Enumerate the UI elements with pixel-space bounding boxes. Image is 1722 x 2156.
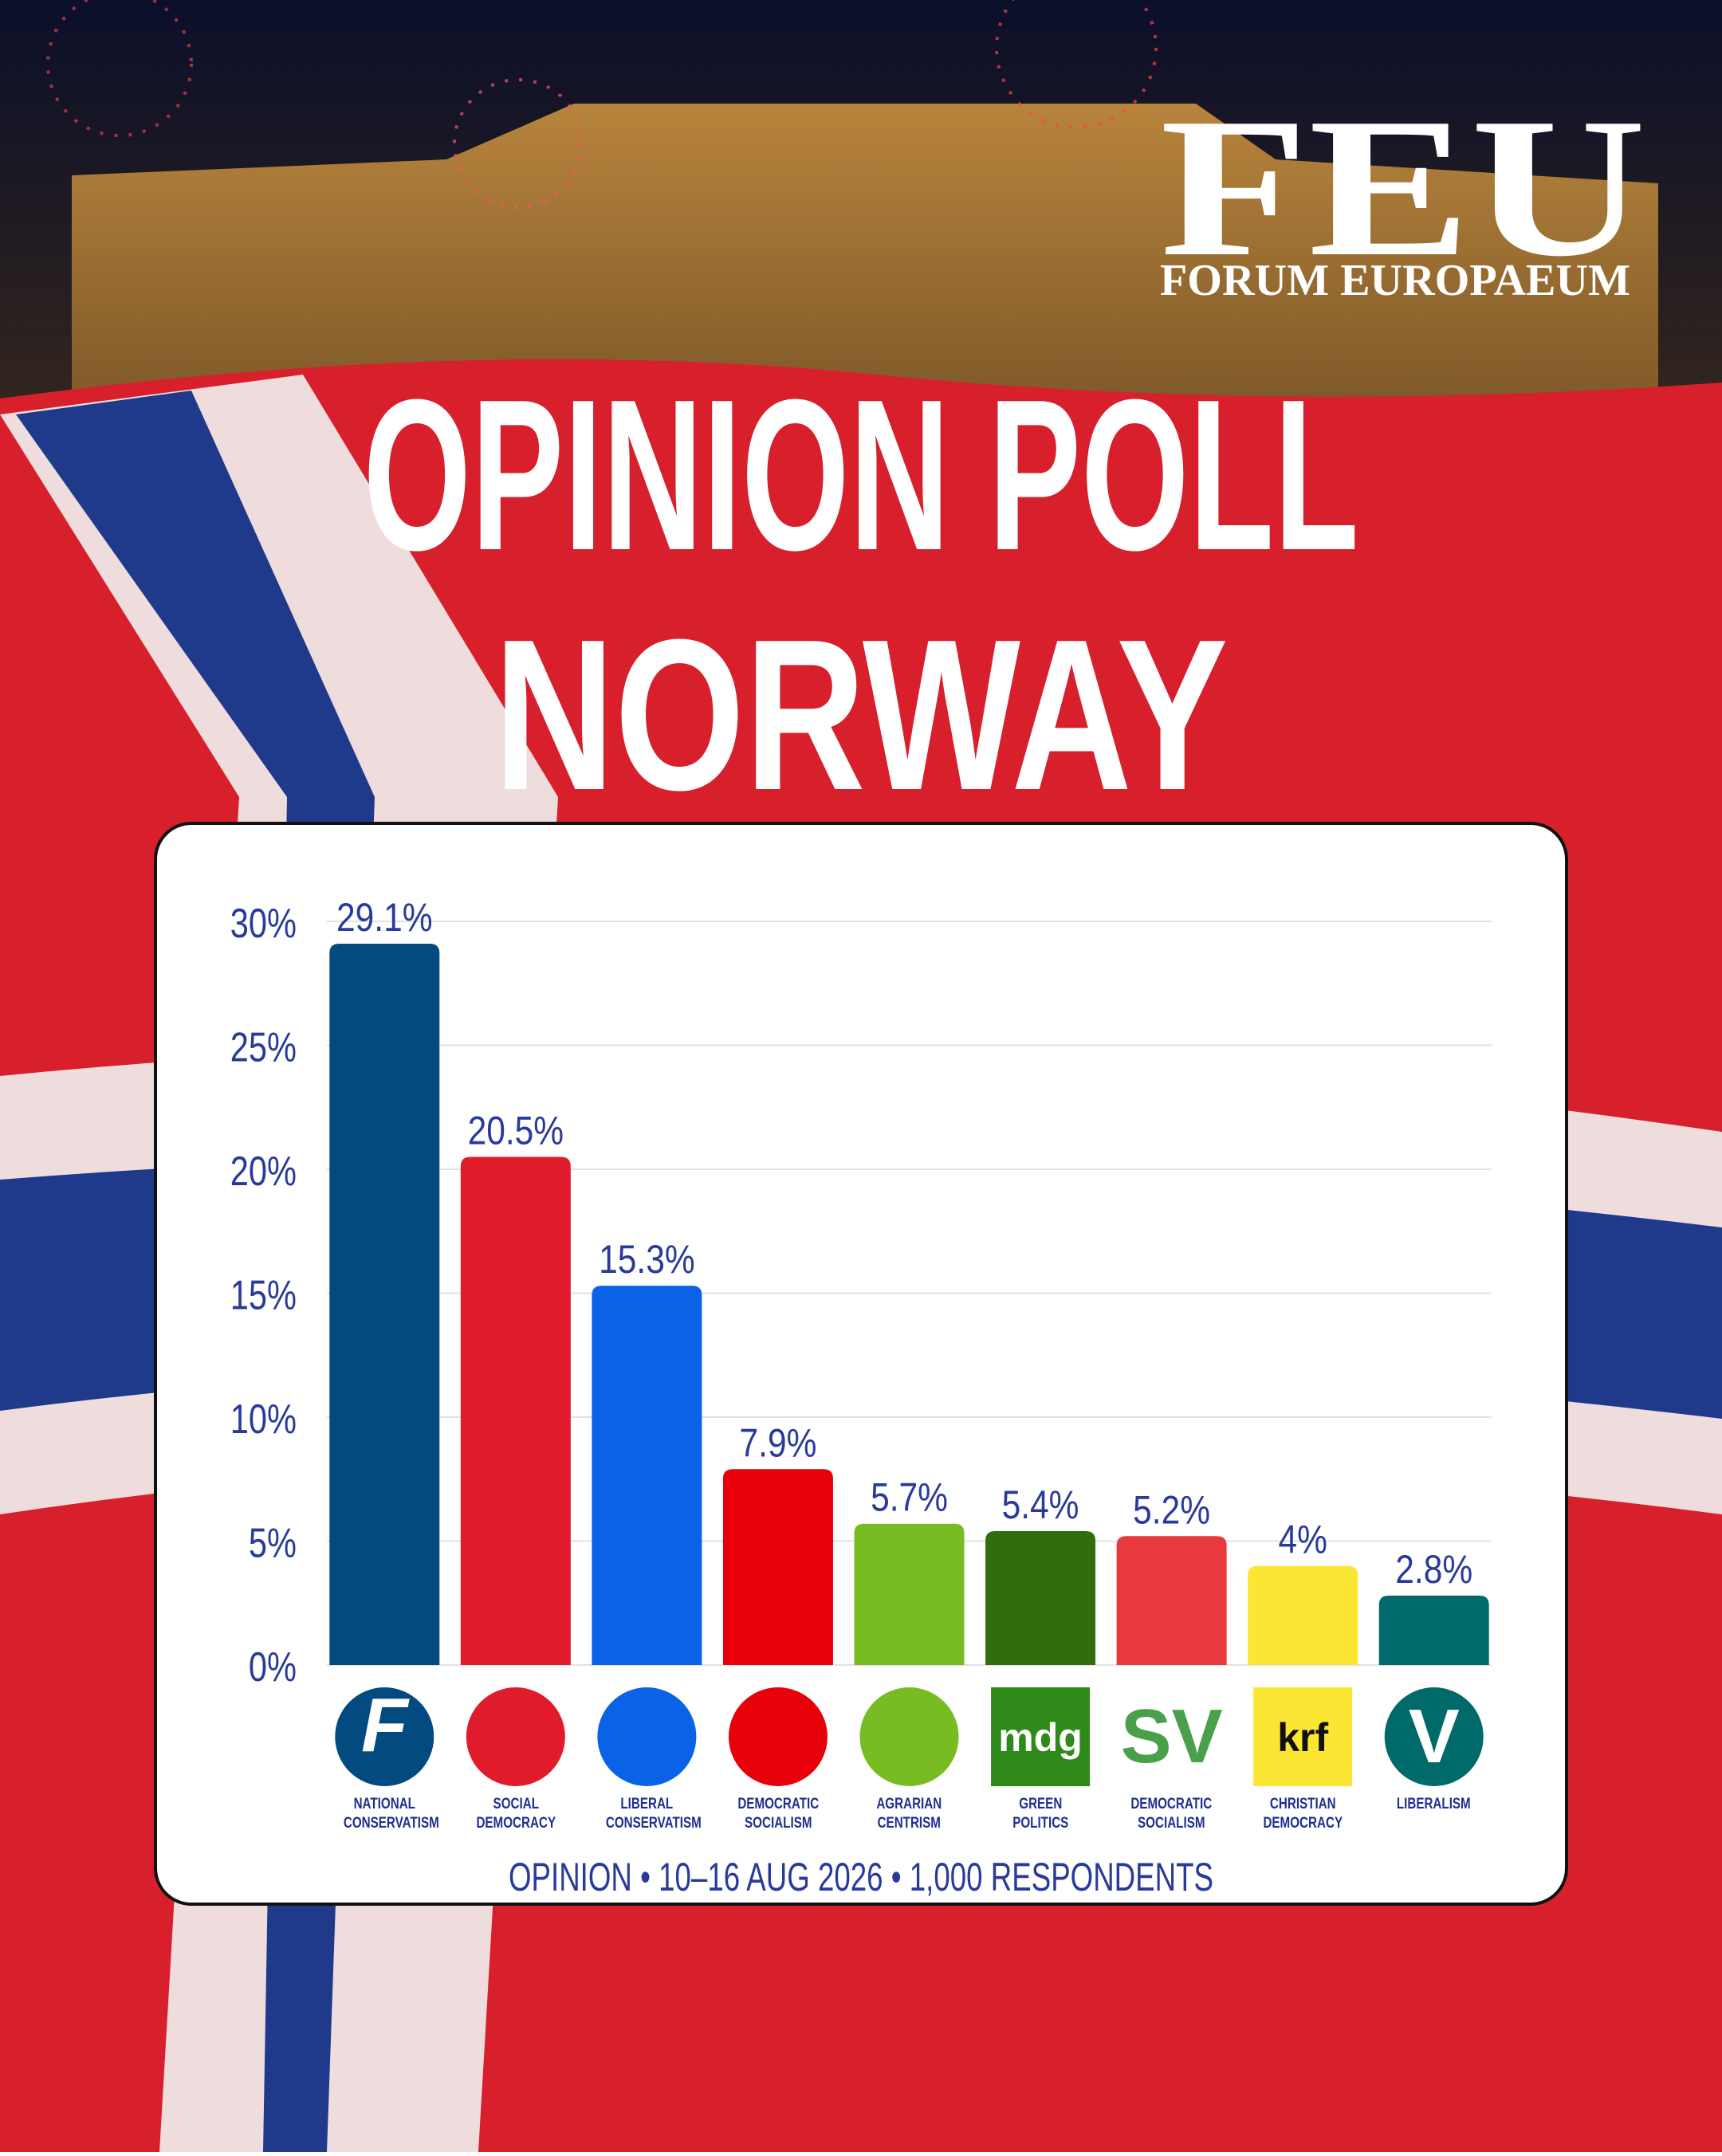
party-logo	[859, 1687, 959, 1786]
brand-subtitle: FORUM EUROPAEUM	[1160, 256, 1630, 305]
category-label: DEMOCRATIC SOCIALISM	[1130, 1796, 1213, 1832]
category-label-text: DEMOCRATIC SOCIALISM	[1130, 1796, 1213, 1832]
logo-text: mdg	[998, 1715, 1083, 1760]
title-line: OPINION POLL	[364, 355, 1359, 595]
value-label: 4%	[1278, 1517, 1327, 1561]
logo-text: F	[361, 1683, 410, 1768]
bar	[1378, 1595, 1489, 1665]
value-label: 7.9%	[740, 1420, 817, 1465]
logo-text: SV	[1121, 1694, 1223, 1779]
logo-text: V	[1409, 1694, 1460, 1779]
y-tick-label: 5%	[249, 1519, 297, 1566]
party-logo	[335, 1687, 434, 1786]
category-label-text: GREEN POLITICS	[1012, 1796, 1069, 1832]
bar	[722, 1469, 833, 1665]
category-label-text: CHRISTIAN DEMOCRACY	[1263, 1796, 1343, 1832]
party-logo	[1253, 1687, 1353, 1786]
value-label: 29.1%	[336, 895, 432, 940]
value-label: 20.5%	[468, 1108, 564, 1153]
category-label: DEMOCRATIC SOCIALISM	[737, 1796, 819, 1832]
category-label: AGRARIAN CENTRISM	[876, 1796, 942, 1832]
category-label: LIBERALISM	[1397, 1796, 1472, 1812]
y-tick-label: 0%	[249, 1644, 297, 1691]
category-label: LIBERAL CONSERVATISM	[605, 1796, 702, 1832]
party-logo	[1384, 1687, 1484, 1786]
category-label: SOCIAL DEMOCRACY	[475, 1796, 556, 1832]
category-label-text: AGRARIAN CENTRISM	[876, 1796, 942, 1832]
category-label-text: DEMOCRATIC SOCIALISM	[737, 1796, 819, 1832]
bar	[985, 1531, 1096, 1665]
y-tick-label: 15%	[230, 1271, 297, 1318]
bar	[460, 1157, 571, 1665]
footer: OPINION • 10–16 AUG 2026 • 1,000 RESPOND…	[509, 1855, 1213, 1899]
category-label-text: LIBERAL CONSERVATISM	[605, 1796, 702, 1832]
y-tick-label: 20%	[230, 1148, 297, 1195]
category-label-text: LIBERALISM	[1397, 1796, 1472, 1812]
party-logo	[466, 1687, 565, 1786]
value-label: 5.4%	[1002, 1482, 1079, 1527]
value-label: 2.8%	[1395, 1547, 1472, 1592]
bar	[854, 1523, 965, 1665]
category-label-text: SOCIAL DEMOCRACY	[475, 1796, 556, 1832]
title-line: NORWAY	[494, 595, 1229, 835]
bar	[1116, 1536, 1227, 1665]
y-tick-label: 30%	[230, 900, 297, 947]
value-label: 5.7%	[871, 1475, 948, 1519]
logo-text: krf	[1277, 1715, 1328, 1760]
bar	[592, 1286, 702, 1665]
category-label: GREEN POLITICS	[1012, 1796, 1069, 1832]
brand-name: FEU	[1160, 77, 1646, 298]
y-tick-label: 10%	[230, 1396, 297, 1443]
category-label: CHRISTIAN DEMOCRACY	[1263, 1796, 1343, 1832]
value-label: 15.3%	[599, 1237, 694, 1282]
y-tick-label: 25%	[230, 1023, 297, 1070]
party-logo	[728, 1687, 828, 1786]
party-logo	[597, 1687, 697, 1786]
bar	[1248, 1565, 1358, 1665]
category-label: NATIONAL CONSERVATISM	[343, 1796, 439, 1832]
party-logo	[991, 1687, 1091, 1786]
value-label: 5.2%	[1133, 1487, 1210, 1532]
bar	[329, 943, 440, 1665]
category-label-text: NATIONAL CONSERVATISM	[343, 1796, 439, 1832]
